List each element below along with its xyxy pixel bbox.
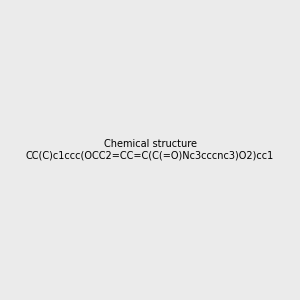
Text: Chemical structure
CC(C)c1ccc(OCC2=CC=C(C(=O)Nc3cccnc3)O2)cc1: Chemical structure CC(C)c1ccc(OCC2=CC=C(… — [26, 139, 274, 161]
